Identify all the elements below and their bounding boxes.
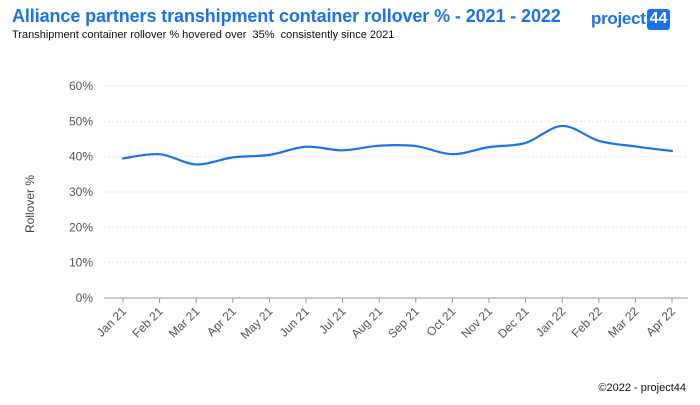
series-layer: [121, 124, 674, 166]
chart-subtitle: Transhipment container rollover % hovere…: [12, 29, 395, 41]
project44-logo: project 44: [591, 6, 671, 32]
x-tick-label: Apr 22: [643, 304, 678, 339]
x-tick-label: Mar 22: [605, 304, 642, 341]
y-tick-label: 30%: [69, 185, 93, 199]
x-tick-label: Mar 21: [166, 304, 203, 341]
y-tick-label: 40%: [69, 150, 93, 164]
x-tick-label: Jan 21: [94, 304, 130, 340]
x-tick-label: Jun 21: [277, 304, 313, 340]
grid-lines: [104, 85, 688, 264]
x-tick-label: Sep 21: [385, 304, 422, 341]
x-tick-label: Jan 22: [533, 304, 569, 340]
y-tick-label: 50%: [69, 114, 93, 128]
x-tick-label: Jul 21: [316, 304, 349, 337]
y-axis-title: Rollover %: [23, 175, 37, 233]
copyright-footer: ©2022 - project44: [598, 382, 686, 394]
logo-text: project: [591, 9, 646, 28]
x-tick-label: Dec 21: [495, 304, 532, 341]
y-tick-label: 20%: [69, 220, 93, 234]
x-tick-label: May 21: [238, 304, 276, 342]
y-tick-label: 60%: [69, 79, 93, 93]
logo-badge: 44: [646, 8, 671, 30]
series-line: [121, 124, 674, 166]
x-tick-label: Aug 21: [349, 304, 386, 341]
y-tick-label: 0%: [76, 291, 94, 305]
y-tick-labels: 0% 10% 20% 30% 40% 50% 60%: [69, 79, 93, 305]
chart-title: Alliance partners transhipment container…: [12, 6, 561, 26]
x-tick-label: Feb 22: [569, 304, 606, 341]
x-tick-label: Feb 21: [129, 304, 166, 341]
axes: [104, 297, 688, 303]
x-tick-label: Apr 21: [204, 304, 239, 339]
x-tick-label: Oct 21: [424, 304, 459, 339]
y-tick-label: 10%: [69, 256, 93, 270]
x-tick-label: Nov 21: [458, 304, 495, 341]
